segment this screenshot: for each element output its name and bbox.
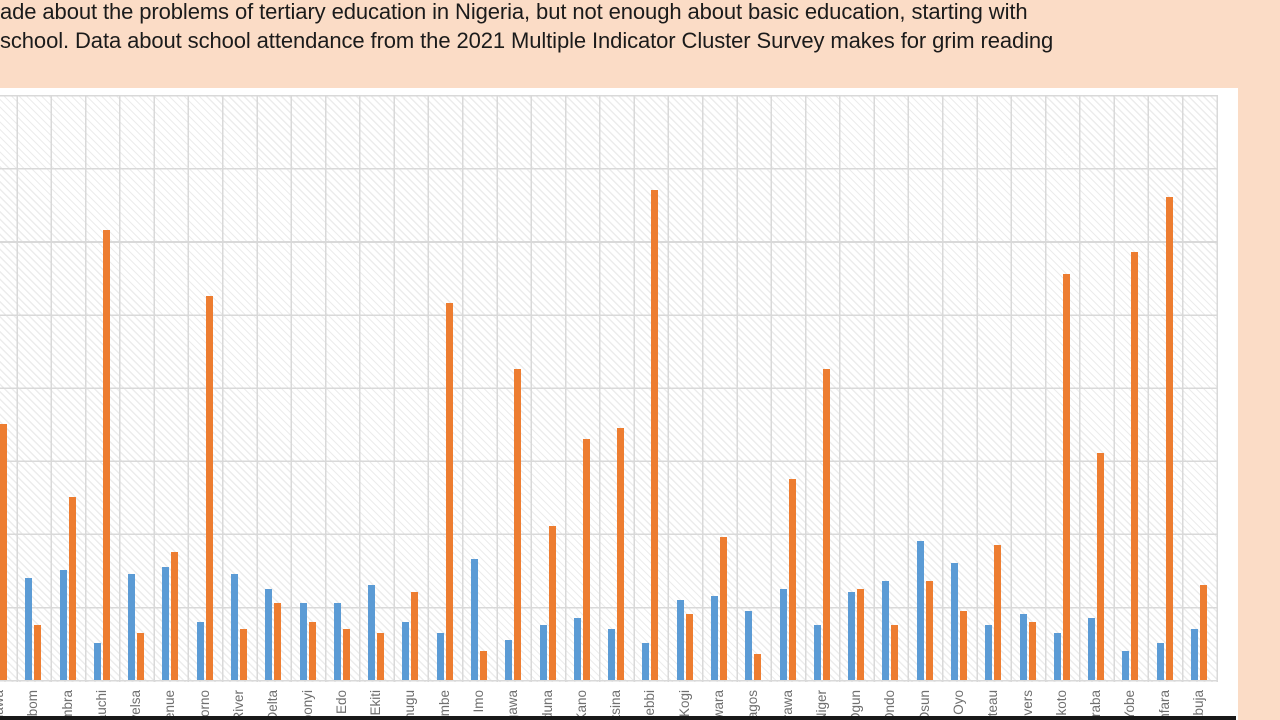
bar-blue-taraba — [1088, 617, 1096, 680]
bar-orange-osun — [925, 581, 933, 680]
bar-orange-lagos — [754, 654, 762, 680]
bar-orange-benue — [171, 552, 179, 680]
article-text-line-1: ade about the problems of tertiary educa… — [0, 0, 1028, 24]
article-text-line-2: school. Data about school attendance fro… — [0, 28, 1054, 53]
bar-blue-kebbi — [642, 643, 650, 680]
bar-orange-kebbi — [651, 190, 659, 680]
bar-blue-sokoto — [1053, 632, 1061, 680]
bar-orange-kogi — [685, 614, 693, 680]
bar-orange-taraba — [1097, 453, 1105, 680]
bar-blue-kwara — [711, 595, 718, 680]
bar-blue-akwa-ibom — [25, 577, 33, 680]
bar-orange-kwara — [720, 537, 727, 680]
plot-area — [0, 95, 1218, 682]
bar-orange-bauchi — [102, 230, 110, 680]
bar-orange-ondo — [891, 625, 899, 680]
bar-orange-kano — [582, 438, 590, 680]
bar-blue-anambra — [59, 570, 67, 680]
bar-orange-sokoto — [1062, 274, 1070, 680]
bar-orange-cross-river — [240, 628, 247, 680]
bar-orange-akwa-ibom — [34, 625, 42, 680]
bar-blue-bayelsa — [128, 574, 136, 680]
bar-orange-kaduna — [548, 526, 556, 680]
bar-orange-anambra — [68, 497, 76, 680]
figure-bottom-border — [0, 716, 1236, 720]
bar-blue-fct-abuja — [1191, 628, 1198, 680]
bar-blue-nasarawa — [779, 588, 787, 680]
bar-orange-oyo — [960, 610, 967, 680]
bar-blue-ondo — [882, 581, 890, 680]
bar-blue-enugu — [402, 621, 410, 680]
bar-orange-yobe — [1131, 252, 1139, 680]
bar-orange-delta — [274, 603, 282, 680]
bar-blue-ogun — [848, 592, 856, 681]
bar-orange-fct-abuja — [1200, 584, 1207, 680]
bar-orange-adamawa — [0, 424, 7, 680]
bar-orange-gombe — [445, 303, 453, 680]
bar-orange-niger — [822, 369, 830, 680]
bar-blue-kogi — [676, 599, 684, 680]
bar-blue-yobe — [1122, 650, 1130, 681]
bar-orange-edo — [342, 628, 350, 680]
bar-orange-nasarawa — [788, 478, 796, 680]
bar-orange-zamfara — [1165, 197, 1173, 680]
bar-orange-katsina — [617, 427, 625, 680]
bar-orange-enugu — [411, 592, 419, 681]
bar-orange-imo — [480, 650, 487, 681]
bar-blue-kano — [573, 617, 581, 680]
bar-blue-rivers — [1019, 614, 1027, 680]
bar-blue-imo — [471, 559, 478, 680]
bar-orange-ekiti — [377, 632, 385, 680]
bar-blue-ekiti — [368, 584, 376, 680]
bar-orange-ebonyi — [308, 621, 316, 680]
bar-orange-borno — [205, 296, 213, 680]
bar-blue-benue — [162, 566, 170, 680]
bar-blue-borno — [196, 621, 204, 680]
bar-blue-zamfara — [1156, 643, 1164, 680]
bar-orange-rivers — [1028, 621, 1036, 680]
bar-blue-kaduna — [539, 625, 547, 680]
bar-orange-jigawa — [514, 369, 522, 680]
bar-blue-gombe — [436, 632, 444, 680]
bar-orange-bayelsa — [137, 632, 145, 680]
bar-blue-oyo — [951, 563, 958, 680]
bar-blue-plateau — [985, 625, 993, 680]
bar-blue-cross-river — [231, 574, 238, 680]
bar-blue-ebonyi — [299, 603, 307, 680]
bar-orange-plateau — [994, 544, 1002, 680]
bar-blue-edo — [333, 603, 341, 680]
bar-blue-niger — [813, 625, 821, 680]
bar-blue-katsina — [608, 628, 616, 680]
bar-blue-osun — [916, 541, 924, 680]
bar-blue-bauchi — [93, 643, 101, 680]
bar-blue-lagos — [745, 610, 753, 680]
bar-blue-delta — [265, 588, 273, 680]
bar-orange-ogun — [857, 588, 865, 680]
bar-blue-jigawa — [505, 639, 513, 680]
